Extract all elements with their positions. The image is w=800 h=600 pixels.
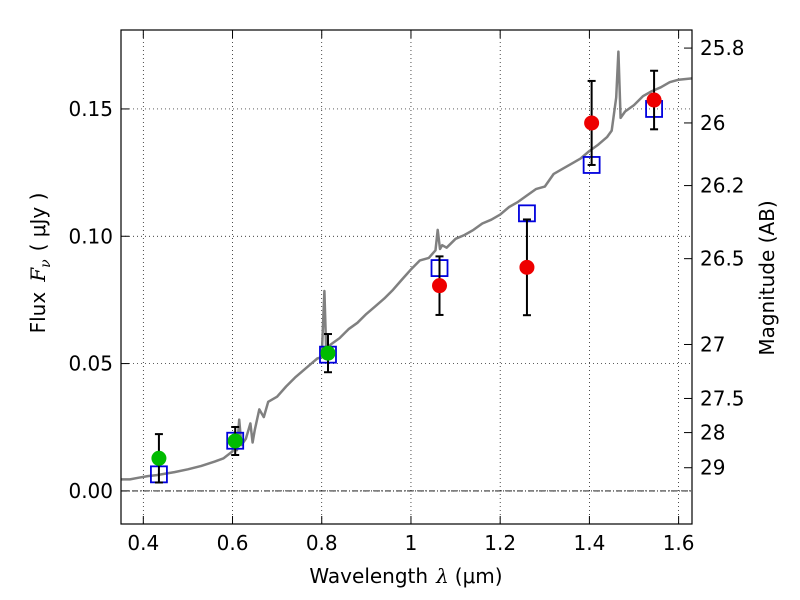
infrared-point bbox=[519, 259, 535, 275]
right-tick-label: 25.8 bbox=[700, 36, 745, 60]
y-axis-title-prefix: Flux bbox=[26, 292, 50, 334]
photometry-layer bbox=[150, 69, 663, 484]
x-tick-label: 1.6 bbox=[663, 531, 695, 555]
optical-point bbox=[320, 345, 336, 361]
y-tick-label: 0.10 bbox=[68, 224, 113, 248]
x-tick-label: 1.2 bbox=[484, 531, 516, 555]
x-axis-title-symbol: λ bbox=[435, 564, 449, 588]
optical-point bbox=[227, 433, 243, 449]
model-spectrum-line bbox=[121, 50, 693, 481]
x-tick-label: 0.6 bbox=[217, 531, 249, 555]
right-axis-title: Magnitude (AB) bbox=[755, 200, 779, 355]
tick-labels: 0.4 0.6 0.8 1 1.2 1.4 1.6 0.00 0.05 0.10 0.15 25.8 2… bbox=[68, 36, 744, 555]
x-tick-label: 1.4 bbox=[573, 531, 605, 555]
infrared-point bbox=[646, 92, 662, 108]
y-axis-title-units: ( μJy ) bbox=[26, 193, 50, 252]
right-tick-label: 26.5 bbox=[700, 247, 745, 271]
x-tick-label: 1 bbox=[405, 531, 418, 555]
model-spectrum-layer bbox=[121, 50, 693, 481]
grid-lines bbox=[121, 30, 692, 524]
y-axis-title: Flux Fν ( μJy ) bbox=[26, 193, 54, 334]
y-tick-label: 0.05 bbox=[68, 352, 113, 376]
infrared-point bbox=[584, 115, 600, 131]
x-tick-label: 0.4 bbox=[127, 531, 159, 555]
optical-point bbox=[151, 450, 167, 466]
right-tick-label: 26.2 bbox=[700, 174, 745, 198]
y-axis-title-symbol: F bbox=[26, 267, 50, 283]
right-tick-label: 28 bbox=[700, 421, 725, 445]
right-tick-label: 27 bbox=[700, 332, 725, 356]
x-axis-title-prefix: Wavelength bbox=[309, 564, 428, 588]
right-tick-label: 27.5 bbox=[700, 386, 745, 410]
x-axis-title: Wavelength λ (μm) bbox=[309, 564, 502, 588]
right-tick-label: 26 bbox=[700, 111, 725, 135]
x-tick-label: 0.8 bbox=[306, 531, 338, 555]
y-tick-label: 0.00 bbox=[68, 479, 113, 503]
right-tick-label: 29 bbox=[700, 456, 725, 480]
infrared-point bbox=[432, 278, 448, 294]
tick-marks bbox=[121, 30, 692, 524]
plot-frame bbox=[120, 29, 693, 525]
y-tick-label: 0.15 bbox=[68, 97, 113, 121]
x-axis-title-units: (μm) bbox=[455, 564, 503, 588]
y-axis-title-subscript: ν bbox=[38, 259, 54, 268]
